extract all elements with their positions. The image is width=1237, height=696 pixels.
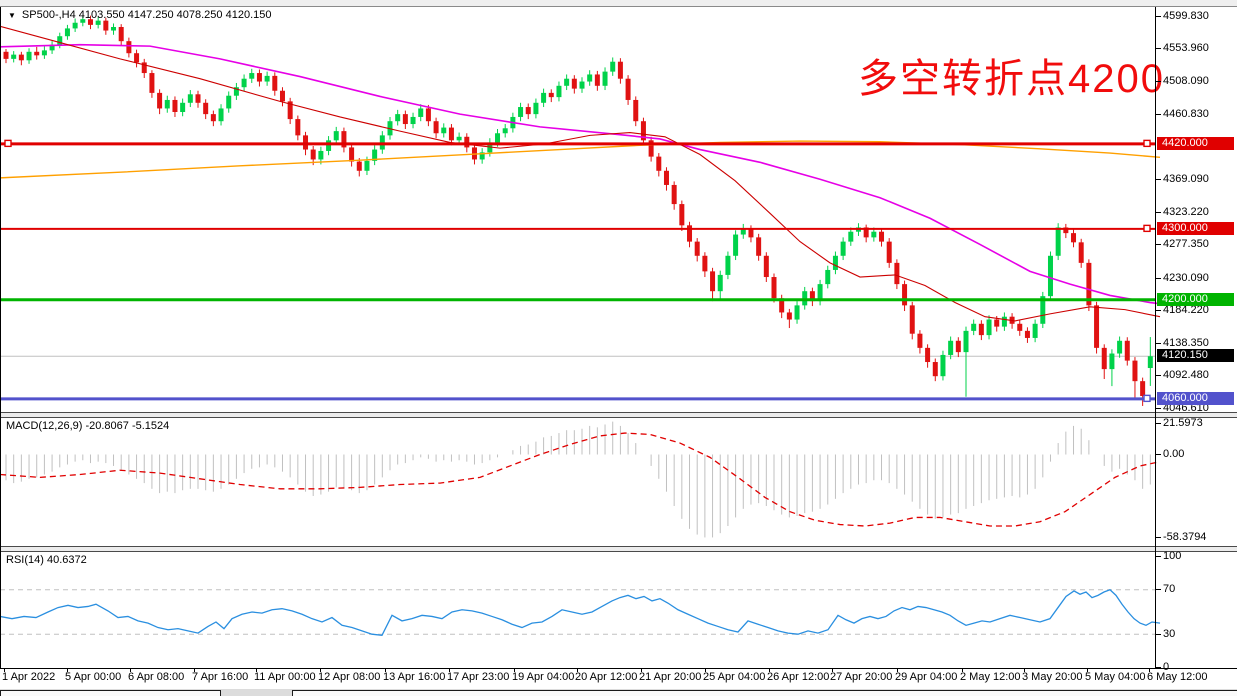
time-axis-tick xyxy=(1149,668,1150,672)
rsi-axis-label: 100 xyxy=(1155,550,1182,562)
time-axis-tick xyxy=(385,668,386,672)
price-axis-badge: 4200.000 xyxy=(1157,292,1234,306)
time-axis-label: 29 Apr 04:00 xyxy=(895,671,958,683)
symbol-header: ▼ SP500-,H4 4103.550 4147.250 4078.250 41… xyxy=(8,9,271,21)
time-axis-label: 6 Apr 08:00 xyxy=(128,671,185,683)
time-axis-label: 27 Apr 20:00 xyxy=(830,671,893,683)
rsi-axis-label: 30 xyxy=(1155,627,1176,640)
pane-splitter-macd[interactable] xyxy=(0,412,1237,418)
time-axis-tick xyxy=(514,668,515,672)
time-axis-tick xyxy=(962,668,963,672)
time-axis-label: 7 Apr 16:00 xyxy=(192,671,249,683)
price-axis-label: 4508.090 xyxy=(1156,74,1209,87)
price-axis-label: 4184.220 xyxy=(1156,304,1209,317)
symbol-dropdown-icon[interactable]: ▼ xyxy=(8,11,16,20)
price-axis-label: 4138.350 xyxy=(1156,336,1209,349)
time-axis-label: 2 May 12:00 xyxy=(960,671,1021,683)
time-axis-label: 12 Apr 08:00 xyxy=(318,671,381,683)
macd-axis-label: 0.00 xyxy=(1155,448,1185,460)
window-top-strip xyxy=(0,0,1237,7)
time-axis-tick xyxy=(897,668,898,672)
time-axis-tick xyxy=(577,668,578,672)
time-axis-tick xyxy=(705,668,706,672)
bottom-panel-button-right[interactable] xyxy=(292,690,1237,696)
time-axis-label: 20 Apr 12:00 xyxy=(575,671,638,683)
price-axis-label: 4230.090 xyxy=(1156,271,1209,284)
bottom-panel-button-left[interactable] xyxy=(0,690,221,696)
time-axis-label: 13 Apr 16:00 xyxy=(383,671,446,683)
price-axis-badge: 4120.150 xyxy=(1157,349,1234,363)
time-axis-tick xyxy=(832,668,833,672)
time-axis-tick xyxy=(130,668,131,672)
time-axis-tick xyxy=(641,668,642,672)
time-axis-label: 11 Apr 00:00 xyxy=(254,671,316,683)
pane-splitter-rsi[interactable] xyxy=(0,546,1237,552)
rsi-indicator-label: RSI(14) 40.6372 xyxy=(6,554,87,566)
time-axis-label: 21 Apr 20:00 xyxy=(639,671,702,683)
time-axis-tick xyxy=(4,668,5,672)
time-axis-label: 5 May 04:00 xyxy=(1085,671,1146,683)
price-axis-label: 4460.830 xyxy=(1156,108,1209,121)
price-axis-label: 4553.960 xyxy=(1156,42,1209,55)
price-axis-border xyxy=(1155,7,1156,668)
price-axis-badge: 4300.000 xyxy=(1157,221,1234,235)
time-axis-border xyxy=(0,668,1237,669)
rsi-axis-label: 70 xyxy=(1155,583,1176,596)
price-axis-badge: 4420.000 xyxy=(1157,136,1234,150)
time-axis-label: 19 Apr 04:00 xyxy=(512,671,575,683)
time-axis-tick xyxy=(256,668,257,672)
chart-left-border xyxy=(0,7,1,668)
time-axis-label: 1 Apr 2022 xyxy=(2,671,56,683)
price-axis-label: 4092.480 xyxy=(1156,369,1209,382)
time-axis-label: 26 Apr 12:00 xyxy=(767,671,830,683)
time-axis-tick xyxy=(320,668,321,672)
time-axis-tick xyxy=(1024,668,1025,672)
macd-axis-label: 21.5973 xyxy=(1156,417,1203,430)
time-axis-label: 6 May 12:00 xyxy=(1147,671,1208,683)
symbol-ohlc-text: SP500-,H4 4103.550 4147.250 4078.250 412… xyxy=(21,9,272,21)
time-axis-label: 25 Apr 04:00 xyxy=(703,671,766,683)
time-axis-label: 17 Apr 23:00 xyxy=(447,671,510,683)
time-axis-label: 5 Apr 00:00 xyxy=(65,671,122,683)
time-axis-tick xyxy=(194,668,195,672)
time-axis-tick xyxy=(449,668,450,672)
macd-indicator-label: MACD(12,26,9) -20.8067 -5.1524 xyxy=(6,420,170,432)
time-axis-tick xyxy=(67,668,68,672)
rsi-axis-label: 0 xyxy=(1155,661,1170,673)
price-axis-label: 4323.220 xyxy=(1156,205,1209,218)
price-axis-label: 4599.830 xyxy=(1156,10,1209,22)
price-axis-label: 4369.090 xyxy=(1156,173,1209,186)
price-axis-badge: 4060.000 xyxy=(1157,391,1234,405)
annotation-text: 多空转折点4200 xyxy=(858,57,1165,101)
macd-axis-label: -58.3794 xyxy=(1155,531,1207,544)
time-axis-tick xyxy=(1087,668,1088,672)
time-axis-tick xyxy=(769,668,770,672)
price-axis-label: 4277.350 xyxy=(1156,238,1209,251)
time-axis-label: 3 May 20:00 xyxy=(1022,671,1083,683)
